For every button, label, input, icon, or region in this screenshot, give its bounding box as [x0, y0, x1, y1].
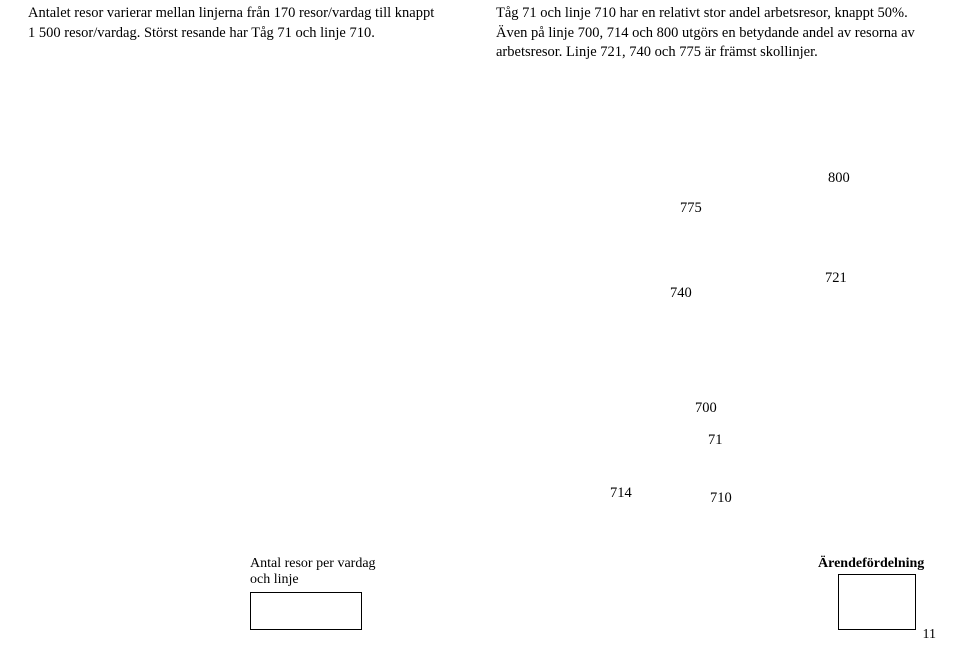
paragraph-left: Antalet resor varierar mellan linjerna f…: [28, 4, 464, 63]
line-label-721: 721: [825, 270, 847, 287]
line-label-710: 710: [710, 490, 732, 507]
legend-right-title: Ärendefördelning: [818, 556, 924, 572]
legend-left-box: [250, 592, 362, 630]
line-label-700: 700: [695, 400, 717, 417]
legend-left-title: Antal resor per vardag och linje: [250, 556, 376, 588]
legend-left-title-line1: Antal resor per vardag: [250, 556, 376, 571]
legend-left-title-line2: och linje: [250, 572, 299, 587]
line-label-800: 800: [828, 170, 850, 187]
chart-area: 800 775 740 721 700 71 714 710: [0, 110, 960, 610]
paragraph-right: Tåg 71 och linje 710 har en relativt sto…: [496, 4, 932, 63]
line-label-71: 71: [708, 432, 723, 449]
legend-right-box: [838, 574, 916, 630]
page-number: 11: [923, 627, 936, 643]
line-label-714: 714: [610, 485, 632, 502]
line-label-775: 775: [680, 200, 702, 217]
text-columns: Antalet resor varierar mellan linjerna f…: [0, 0, 960, 63]
line-label-740: 740: [670, 285, 692, 302]
